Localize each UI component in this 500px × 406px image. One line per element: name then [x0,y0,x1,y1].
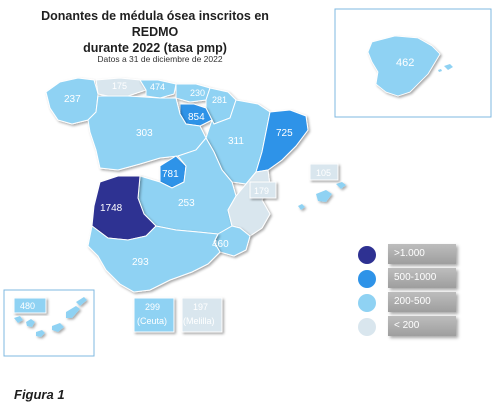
baleares-label-box [309,163,339,181]
label-canarias: 480 [20,301,35,311]
label-cantabria: 474 [150,82,165,92]
label-cataluna: 725 [276,128,293,139]
label-extremadura: 1748 [100,203,123,214]
label-la-rioja: 854 [188,112,205,123]
legend-item: 500-1000 [354,268,458,290]
legend-label: >1.000 [388,244,456,264]
legend: >1.000 500-1000 200-500 < 200 [354,240,458,340]
canarias-islands [14,297,87,337]
label-castilla-leon: 303 [136,128,153,139]
label-melilla-value: 197 [193,302,208,312]
label-valencia: 179 [254,186,269,196]
label-andalucia: 293 [132,257,149,268]
label-navarra: 281 [212,95,227,105]
label-ceuta-name: (Ceuta) [137,316,167,326]
legend-label: < 200 [388,316,456,336]
canarias-label-box [13,297,47,314]
map-subtitle: Datos a 31 de diciembre de 2022 [97,54,223,64]
legend-swatch [358,294,376,312]
figure-caption: Figura 1 [14,387,65,402]
region-baleares [298,182,346,210]
label-pais-vasco: 230 [190,88,205,98]
label-galicia: 237 [64,94,81,105]
title-line-2: durante 2022 (tasa pmp) [83,41,227,55]
label-madrid: 781 [162,169,179,180]
melilla-box [181,297,223,333]
label-ceuta-value: 299 [145,302,160,312]
legend-swatch [358,318,376,336]
inset-spain-shape [367,35,441,97]
label-baleares: 105 [316,168,331,178]
region-andalucia [87,225,221,293]
label-aragon: 311 [228,136,244,147]
map-title: Donantes de médula ósea inscritos en RED… [20,8,290,56]
valencia-label-box [249,181,277,199]
label-murcia: 460 [212,239,229,250]
label-melilla-name: (Melilla) [183,316,215,326]
ceuta-box [133,297,175,333]
label-asturias: 175 [112,81,127,91]
legend-item: < 200 [354,316,458,338]
legend-label: 200-500 [388,292,456,312]
label-espana-total: 462 [396,57,414,69]
title-line-1: Donantes de médula ósea inscritos en RED… [41,9,269,39]
region-cantabria [139,79,177,99]
legend-swatch [358,246,376,264]
region-asturias [95,77,147,97]
legend-label: 500-1000 [388,268,456,288]
label-castilla-la-mancha: 253 [178,198,195,209]
legend-item: 200-500 [354,292,458,314]
region-cataluna [255,109,309,173]
legend-item: >1.000 [354,244,458,266]
legend-swatch [358,270,376,288]
inset-islands [438,64,453,72]
